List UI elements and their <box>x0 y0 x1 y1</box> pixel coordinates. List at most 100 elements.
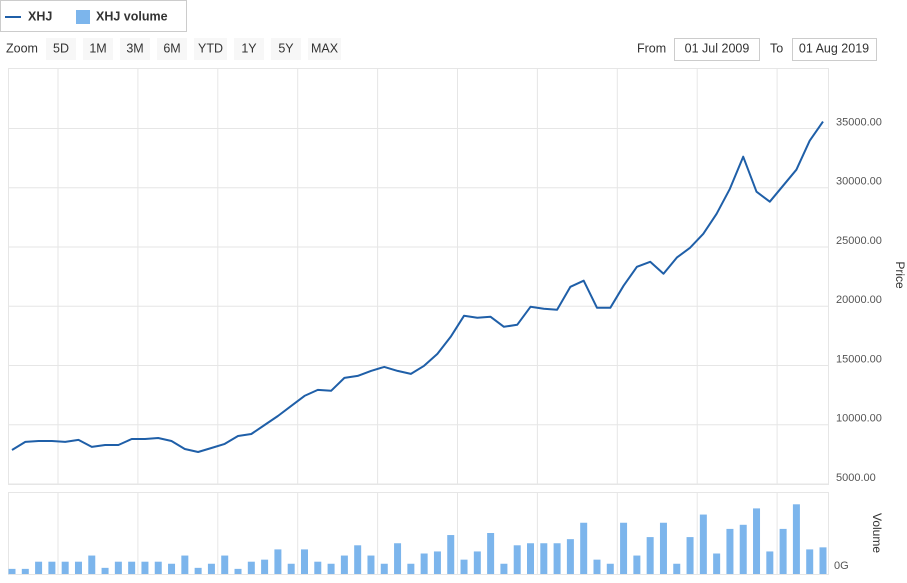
volume-bar <box>181 555 189 574</box>
volume-bar <box>460 559 468 574</box>
zoom-button[interactable] <box>194 38 227 60</box>
volume-bar <box>447 535 455 574</box>
zoom-button-label: 3M <box>126 41 143 55</box>
volume-bar <box>8 568 16 574</box>
volume-bar <box>420 553 428 574</box>
to-input[interactable] <box>792 38 877 61</box>
volume-bar <box>314 561 322 574</box>
y-tick-label: 15000.00 <box>836 353 882 365</box>
zoom-button-label[interactable]: 5Y <box>278 41 294 55</box>
volume-bar <box>141 561 149 574</box>
volume-bar <box>686 537 694 574</box>
volume-bar <box>540 543 548 574</box>
y-tick-label: 20000.00 <box>836 294 882 306</box>
volume-bar <box>659 522 667 574</box>
volume-bar <box>513 545 521 574</box>
volume-bar <box>606 563 614 574</box>
y2-tick-label: 0G <box>834 560 849 572</box>
volume-bar <box>114 561 122 574</box>
volume-bar <box>194 567 202 574</box>
zoom-button-label[interactable]: 6M <box>163 41 180 55</box>
volume-bar <box>500 563 508 574</box>
volume-bar <box>88 555 96 574</box>
volume-bar <box>473 551 481 574</box>
zoom-label: Zoom <box>6 41 38 55</box>
volume-bar <box>633 555 641 574</box>
volume-bar <box>61 561 69 574</box>
y2-axis-title: Volume <box>870 513 884 553</box>
volume-bar <box>327 563 335 574</box>
volume-bar <box>168 563 176 574</box>
volume-bar <box>646 537 654 574</box>
volume-bar <box>21 568 29 574</box>
volume-bar <box>487 533 495 574</box>
y-tick-label: 35000.00 <box>836 116 882 128</box>
volume-bar <box>699 514 707 574</box>
volume-bar <box>380 563 388 574</box>
legend-item[interactable]: XHJ <box>28 9 52 23</box>
volume-bar <box>620 522 628 574</box>
zoom-button <box>308 38 341 60</box>
volume-bar <box>354 545 362 574</box>
volume-bar <box>779 528 787 574</box>
volume-bar <box>527 543 535 574</box>
volume-bar <box>154 561 162 574</box>
zoom-button-label: 5D <box>53 41 69 55</box>
zoom-button[interactable] <box>234 38 264 60</box>
y-tick-label: 30000.00 <box>836 176 882 188</box>
volume-bar <box>74 561 82 574</box>
volume-bar <box>819 547 827 574</box>
volume-bar <box>593 559 601 574</box>
zoom-button-label[interactable]: YTD <box>198 41 223 55</box>
volume-bar <box>580 522 588 574</box>
from-value[interactable]: 01 Jul 2009 <box>685 41 750 55</box>
zoom-button <box>46 38 76 60</box>
volume-bar <box>407 563 415 574</box>
from-input[interactable] <box>674 38 760 61</box>
zoom-button[interactable] <box>157 38 187 60</box>
volume-bar <box>673 563 681 574</box>
to-value[interactable]: 01 Aug 2019 <box>799 41 869 55</box>
price-line <box>11 121 824 453</box>
y-axis-title: Price <box>893 261 907 289</box>
price-pane <box>8 68 829 485</box>
volume-bar <box>739 524 747 574</box>
y-tick-label: 25000.00 <box>836 235 882 247</box>
volume-pane <box>8 492 829 575</box>
volume-bar <box>713 553 721 574</box>
y-tick-label: 5000.00 <box>836 472 876 484</box>
volume-bar <box>128 561 136 574</box>
volume-bar <box>806 549 814 574</box>
zoom-button-label[interactable]: 1Y <box>241 41 257 55</box>
volume-bar <box>433 551 441 574</box>
volume-bar <box>287 563 295 574</box>
volume-bar <box>35 561 43 574</box>
volume-bar <box>234 568 242 574</box>
volume-bar <box>340 555 348 574</box>
volume-bar <box>753 508 761 574</box>
volume-bar <box>766 551 774 574</box>
volume-bar <box>221 555 229 574</box>
zoom-button <box>120 38 150 60</box>
volume-bar <box>566 539 574 574</box>
to-label: To <box>770 41 783 55</box>
volume-bar <box>394 543 402 574</box>
volume-bar <box>247 561 255 574</box>
volume-bar <box>553 543 561 574</box>
volume-bar <box>792 504 800 574</box>
legend-box <box>0 0 187 32</box>
volume-bar <box>207 563 215 574</box>
volume-bar <box>300 549 308 574</box>
volume-bar <box>726 528 734 574</box>
volume-bar <box>261 559 269 574</box>
volume-bar <box>274 549 282 574</box>
zoom-button <box>83 38 113 60</box>
from-label: From <box>637 41 666 55</box>
zoom-button[interactable] <box>271 38 301 60</box>
volume-bar <box>367 555 375 574</box>
legend-bar-symbol <box>76 10 90 24</box>
y-tick-label: 10000.00 <box>836 413 882 425</box>
zoom-button-label: MAX <box>311 41 339 55</box>
legend-item[interactable]: XHJ volume <box>96 9 168 23</box>
